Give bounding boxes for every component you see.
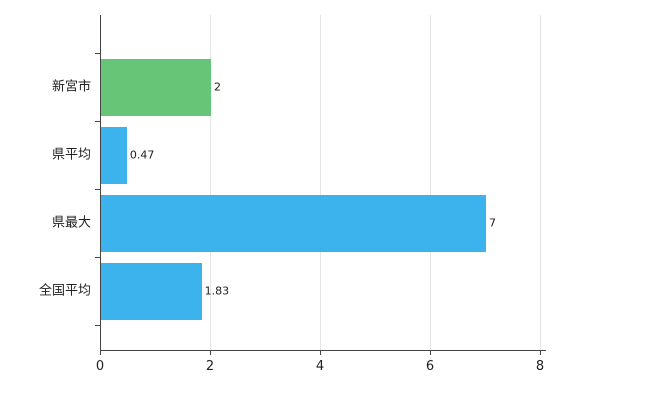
x-axis-tick-mark [430, 350, 431, 355]
x-axis-tick-label: 2 [205, 359, 215, 374]
y-axis-tick-mark [95, 53, 100, 54]
y-axis-tick-mark [95, 121, 100, 122]
gridline [430, 15, 431, 350]
bar [101, 262, 202, 320]
bar [101, 126, 127, 184]
bar-value-label: 7 [489, 216, 496, 230]
x-axis-line [100, 350, 546, 351]
gridline [210, 15, 211, 350]
y-axis-tick-mark [95, 189, 100, 190]
bar [101, 58, 211, 116]
y-axis-tick-mark [95, 325, 100, 326]
x-axis-tick-mark [540, 350, 541, 355]
bar-value-label: 1.83 [204, 284, 230, 298]
x-axis-tick-label: 6 [425, 359, 435, 374]
x-axis-tick-label: 4 [315, 359, 325, 374]
bar-value-label: 2 [214, 80, 221, 94]
x-axis-tick-label: 8 [535, 359, 545, 374]
bar-value-label: 0.47 [129, 148, 155, 162]
y-axis-category-label: 新宮市 [51, 79, 91, 95]
bar [101, 194, 486, 252]
x-axis-tick-mark [210, 350, 211, 355]
gridline [320, 15, 321, 350]
y-axis-category-label: 県平均 [51, 147, 91, 163]
y-axis-category-label: 全国平均 [38, 283, 91, 299]
gridline [540, 15, 541, 350]
y-axis-tick-mark [95, 257, 100, 258]
y-axis-category-label: 県最大 [51, 215, 91, 231]
y-axis-line [100, 15, 101, 351]
x-axis-tick-mark [320, 350, 321, 355]
x-axis-tick-label: 0 [95, 359, 105, 374]
x-axis-tick-mark [100, 350, 101, 355]
